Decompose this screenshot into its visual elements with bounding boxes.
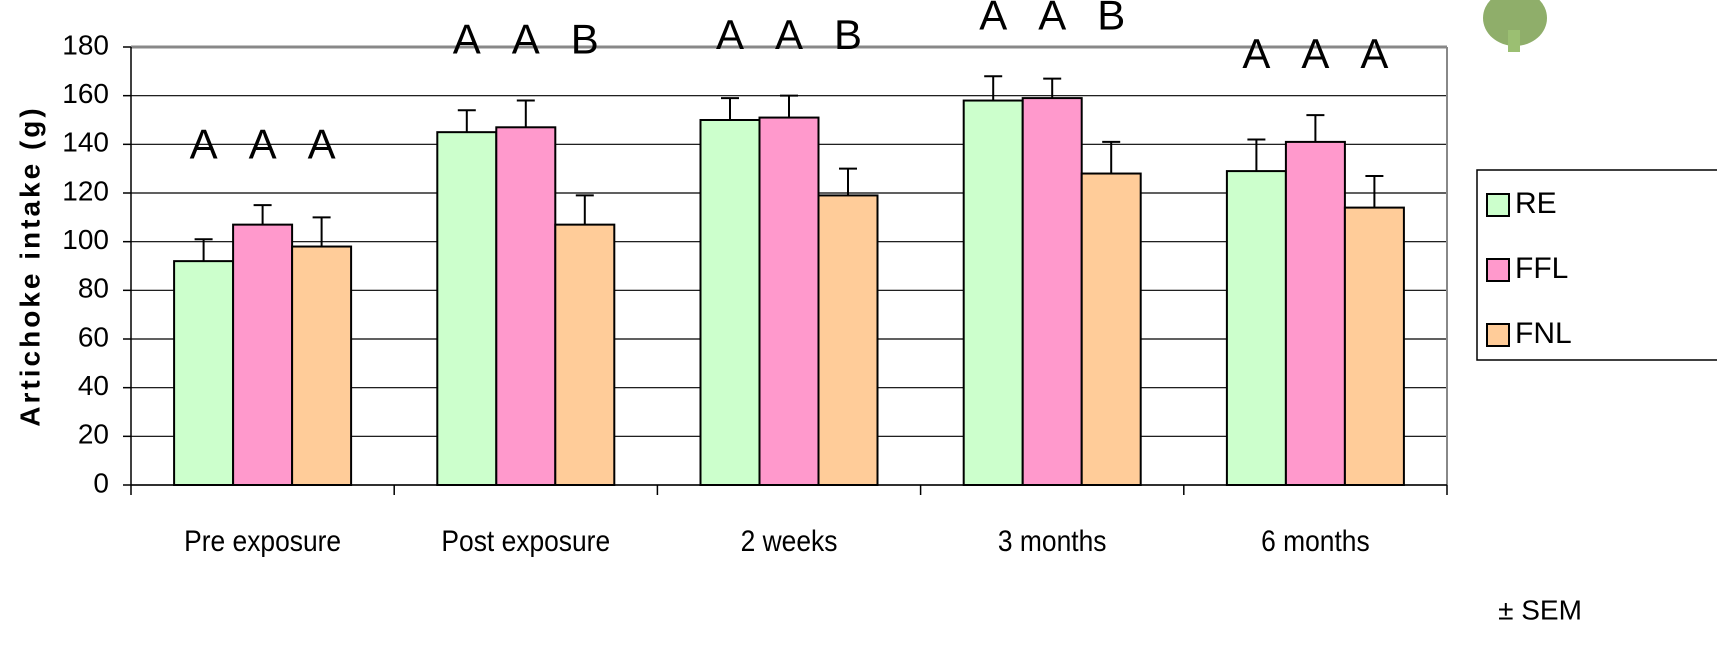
bar — [436, 131, 498, 487]
bar — [817, 194, 879, 487]
artichoke-icon — [1483, 0, 1547, 46]
significance-letter: A — [979, 0, 1007, 38]
bar — [1225, 170, 1287, 486]
y-tick-label: 160 — [62, 78, 109, 109]
legend-label: RE — [1515, 187, 1557, 220]
significance-letter: A — [1038, 0, 1066, 38]
legend-swatch — [1486, 323, 1510, 347]
significance-letter: A — [775, 11, 803, 58]
legend-swatch — [1486, 193, 1510, 217]
significance-letter: A — [308, 120, 336, 167]
bar — [1343, 206, 1405, 486]
y-tick-label: 20 — [78, 419, 109, 450]
x-tick-label: Pre exposure — [184, 523, 341, 557]
y-tick-label: 180 — [62, 29, 109, 60]
y-tick-label: 100 — [62, 224, 109, 255]
bar — [291, 245, 353, 486]
significance-letter: B — [834, 11, 862, 58]
y-tick-label: 0 — [93, 467, 109, 498]
significance-letter: A — [716, 11, 744, 58]
bar — [1284, 140, 1346, 486]
significance-letter: A — [453, 16, 481, 63]
significance-letter: A — [249, 120, 277, 167]
legend — [1476, 169, 1717, 361]
bar — [173, 260, 235, 486]
x-tick-label: 3 months — [998, 523, 1107, 557]
x-tick-label: 6 months — [1261, 523, 1370, 557]
significance-letter: B — [1097, 0, 1125, 38]
bar — [1021, 97, 1083, 486]
significance-letter: A — [1242, 30, 1270, 77]
x-tick-label: Post exposure — [441, 523, 610, 557]
bar — [232, 223, 294, 486]
significance-letter: A — [190, 120, 218, 167]
significance-letter: B — [571, 16, 599, 63]
artichoke-stem — [1508, 30, 1520, 52]
significance-letter: A — [1301, 30, 1329, 77]
y-axis-label: Artichoke intake (g) — [14, 105, 45, 426]
y-tick-label: 140 — [62, 127, 109, 158]
legend-label: FFL — [1515, 252, 1568, 285]
significance-letter: A — [512, 16, 540, 63]
y-tick-label: 80 — [78, 273, 109, 304]
x-tick-label: 2 weeks — [741, 523, 838, 557]
bar — [699, 119, 761, 486]
legend-swatch — [1486, 258, 1510, 282]
bar — [962, 99, 1024, 487]
bar — [495, 126, 557, 487]
legend-label: FNL — [1515, 317, 1572, 350]
note: ± SEM — [1498, 594, 1582, 625]
bar — [758, 116, 820, 486]
bar — [1080, 172, 1142, 487]
y-tick-label: 60 — [78, 321, 109, 352]
significance-letter: A — [1360, 30, 1388, 77]
y-tick-label: 40 — [78, 370, 109, 401]
y-tick-label: 120 — [62, 175, 109, 206]
bar — [554, 223, 616, 486]
